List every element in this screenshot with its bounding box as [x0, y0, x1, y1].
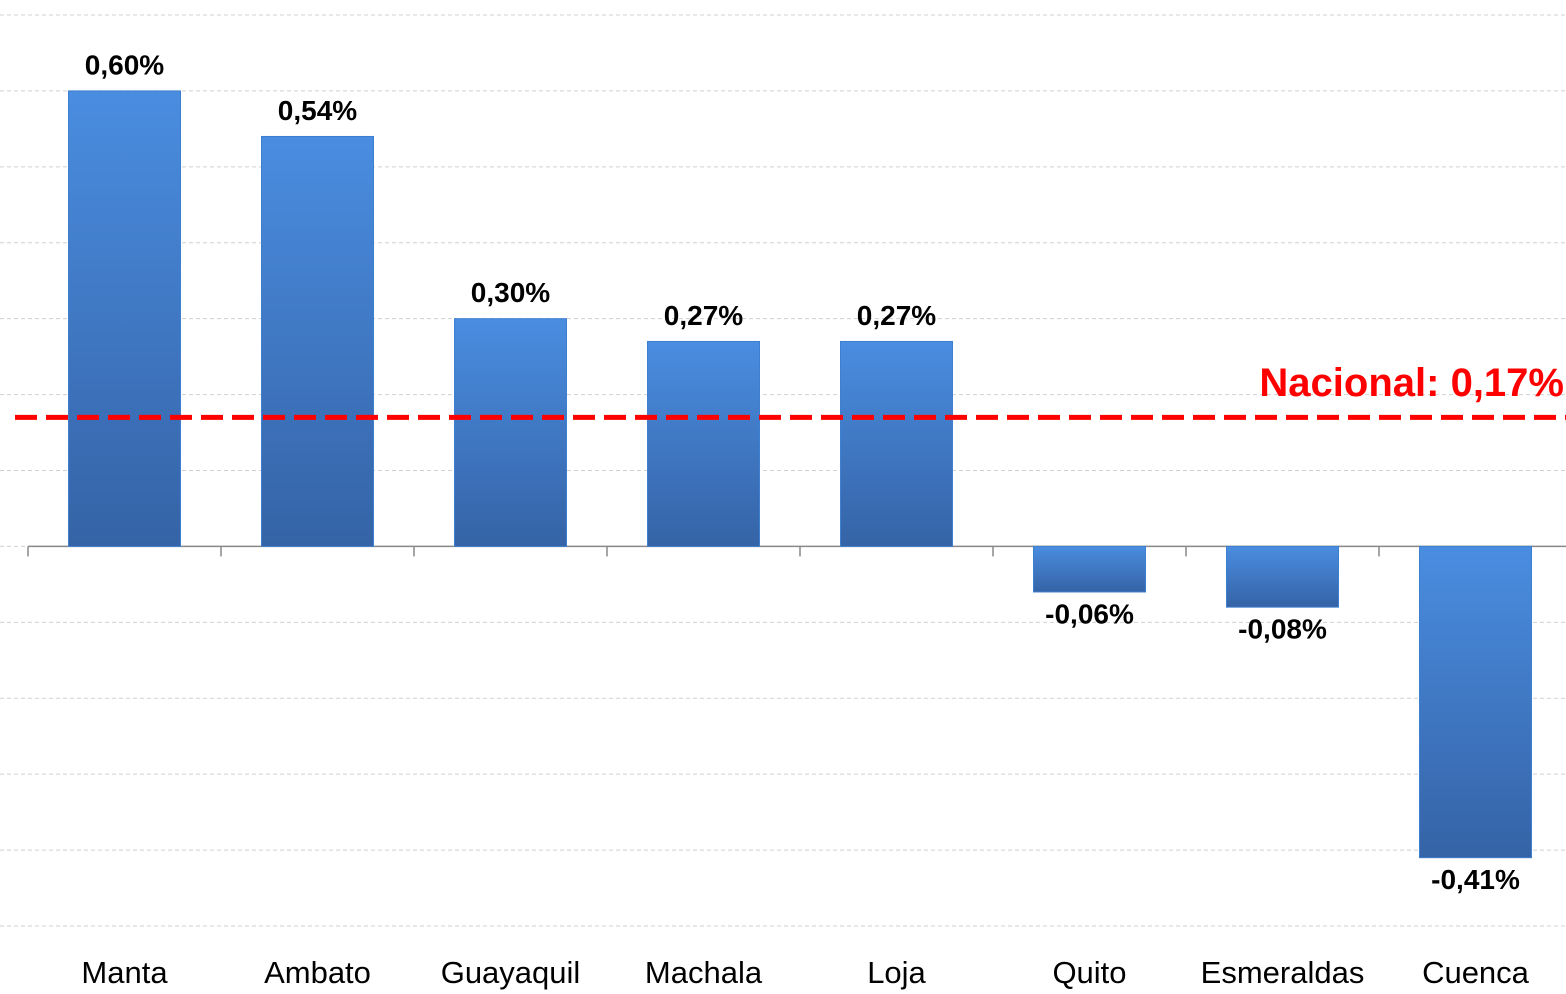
bar [1226, 545, 1339, 608]
bar [68, 90, 181, 547]
x-tick-label: Manta [81, 955, 168, 990]
bar [454, 318, 567, 547]
x-tick-label: Loja [867, 955, 926, 990]
value-label: 0,60% [85, 49, 164, 80]
value-label: 0,27% [857, 300, 936, 331]
reference-label: Nacional: 0,17% [1259, 361, 1564, 405]
x-tick-label: Machala [645, 955, 763, 990]
value-label: -0,06% [1045, 598, 1134, 629]
value-label: -0,08% [1238, 614, 1327, 645]
bar [1033, 545, 1146, 593]
value-label: 0,27% [664, 300, 743, 331]
grid [0, 14, 1566, 927]
bars: Manta Ambato Guayaquil Machala Loja Quito Esme… [68, 90, 1532, 990]
bar [261, 135, 374, 547]
x-tick-label: Ambato [264, 955, 371, 990]
bar [840, 340, 953, 547]
annotations: 0,60% 0,54% 0,30% 0,27% 0,27% -0,06% -0,08% -0,… [15, 49, 1566, 895]
x-tick-label: Quito [1052, 955, 1126, 990]
value-label: 0,54% [278, 95, 357, 126]
bar [647, 340, 760, 547]
value-label: -0,41% [1431, 864, 1520, 895]
x-tick-label: Guayaquil [441, 955, 581, 990]
x-tick-label: Esmeraldas [1201, 955, 1365, 990]
bar [1419, 545, 1532, 859]
value-label: 0,30% [471, 277, 550, 308]
x-tick-label: Cuenca [1422, 955, 1530, 990]
